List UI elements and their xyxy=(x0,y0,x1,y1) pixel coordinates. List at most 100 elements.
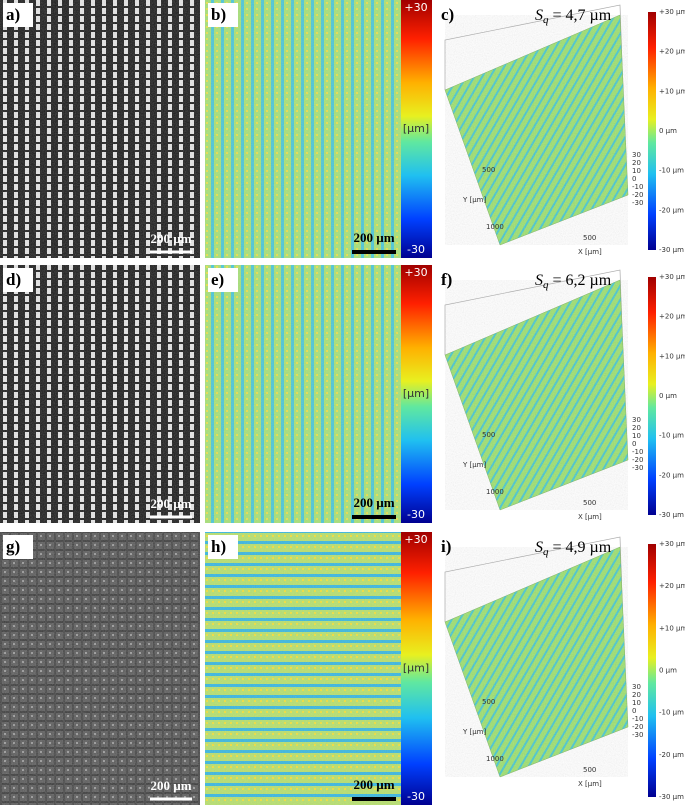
colorbar-tick-label: -30 µm xyxy=(659,246,684,254)
sq-text: = 4,9 µm xyxy=(553,539,612,556)
scale-bar-label: 200 µm xyxy=(150,231,191,246)
z-tick-label: -30 xyxy=(632,731,643,739)
height-map-noise xyxy=(205,0,401,258)
colorbar-tick-label: +10 µm xyxy=(659,87,685,95)
z-tick-label: 20 xyxy=(632,691,641,699)
colorbar xyxy=(648,12,656,250)
y-axis-label: Y [µm] xyxy=(462,728,487,736)
label-box xyxy=(208,3,238,27)
x-axis-label: X [µm] xyxy=(578,248,602,256)
z-tick-label: 20 xyxy=(632,159,641,167)
y-tick-label: 500 xyxy=(482,166,495,174)
x-axis-label: X [µm] xyxy=(578,513,602,521)
surface-noise xyxy=(445,15,628,245)
sq-text: = 6,2 µm xyxy=(553,272,612,289)
colorbar-label: [µm] xyxy=(403,662,429,675)
z-tick-label: -10 xyxy=(632,715,643,723)
panel-label: g) xyxy=(6,537,20,556)
z-tick-label: 0 xyxy=(632,440,636,448)
sq-value: Sq = 6,2 µm xyxy=(535,272,612,291)
colorbar-tick-label: +10 µm xyxy=(659,352,685,360)
scale-bar-label: 200 µm xyxy=(353,230,394,245)
micrograph-noise xyxy=(0,265,200,523)
colorbar-label: +30 xyxy=(404,1,427,14)
colorbar-label: [µm] xyxy=(403,387,429,400)
scale-bar-label: 200 µm xyxy=(150,778,191,793)
label-box xyxy=(208,535,238,559)
colorbar xyxy=(401,265,432,523)
panel-label: i) xyxy=(441,537,451,556)
panel-label: h) xyxy=(211,537,226,556)
scale-bar-label: 200 µm xyxy=(150,496,191,511)
z-tick-label: 0 xyxy=(632,175,636,183)
z-tick-label: 10 xyxy=(632,432,641,440)
colorbar-tick-label: +30 µm xyxy=(659,540,685,548)
sq-symbol: S xyxy=(535,7,543,24)
colorbar-tick-label: -20 µm xyxy=(659,751,684,759)
colorbar-tick-label: -30 µm xyxy=(659,511,684,519)
panel-label: e) xyxy=(211,270,224,289)
z-tick-label: 30 xyxy=(632,416,641,424)
colorbar-label: +30 xyxy=(404,533,427,546)
sq-symbol: S xyxy=(535,539,543,556)
y-axis-label: Y [µm] xyxy=(462,196,487,204)
x-tick-label: 500 xyxy=(583,766,596,774)
colorbar-label: -30 xyxy=(407,243,425,256)
z-tick-label: -20 xyxy=(632,456,643,464)
colorbar-label: -30 xyxy=(407,790,425,803)
sq-subscript: q xyxy=(543,546,549,558)
panel-label: c) xyxy=(441,5,454,24)
colorbar-tick-label: -10 µm xyxy=(659,432,684,440)
sq-value: Sq = 4,9 µm xyxy=(535,539,612,558)
colorbar-label: [µm] xyxy=(403,122,429,135)
panel-label: a) xyxy=(6,5,20,24)
label-box xyxy=(3,268,33,292)
z-tick-label: 0 xyxy=(632,707,636,715)
colorbar-tick-label: +20 µm xyxy=(659,313,685,321)
label-box xyxy=(208,268,238,292)
z-tick-label: -10 xyxy=(632,183,643,191)
colorbar-label: -30 xyxy=(407,508,425,521)
colorbar-tick-label: -20 µm xyxy=(659,471,684,479)
x-tick-label: 500 xyxy=(583,499,596,507)
x-axis-label: X [µm] xyxy=(578,780,602,788)
scale-bar-label: 200 µm xyxy=(353,777,394,792)
colorbar-tick-label: +20 µm xyxy=(659,48,685,56)
colorbar-tick-label: -20 µm xyxy=(659,206,684,214)
label-box xyxy=(3,3,33,27)
z-tick-label: 30 xyxy=(632,683,641,691)
z-tick-label: 30 xyxy=(632,151,641,159)
colorbar-tick-label: 0 µm xyxy=(659,127,677,135)
y-axis-label: Y [µm] xyxy=(462,461,487,469)
surface-noise xyxy=(445,280,628,510)
panel-label: f) xyxy=(441,270,452,289)
colorbar xyxy=(401,0,432,258)
colorbar xyxy=(648,277,656,515)
micrograph-noise xyxy=(0,0,200,258)
z-tick-label: -10 xyxy=(632,448,643,456)
y-tick-label: 500 xyxy=(482,698,495,706)
z-tick-label: 10 xyxy=(632,167,641,175)
y-tick-label: 1000 xyxy=(486,223,504,231)
colorbar xyxy=(401,532,432,805)
panel-label: d) xyxy=(6,270,21,289)
panel-label: b) xyxy=(211,5,226,24)
colorbar-tick-label: +20 µm xyxy=(659,582,685,590)
z-tick-label: -30 xyxy=(632,464,643,472)
colorbar-tick-label: -30 µm xyxy=(659,793,684,801)
colorbar-tick-label: +30 µm xyxy=(659,273,685,281)
label-box xyxy=(3,535,33,559)
colorbar-tick-label: +10 µm xyxy=(659,624,685,632)
colorbar-tick-label: 0 µm xyxy=(659,392,677,400)
micrograph-noise xyxy=(0,532,200,805)
colorbar-tick-label: +30 µm xyxy=(659,8,685,16)
z-tick-label: -20 xyxy=(632,191,643,199)
x-tick-label: 500 xyxy=(583,234,596,242)
z-tick-label: 10 xyxy=(632,699,641,707)
z-tick-label: -30 xyxy=(632,199,643,207)
sq-value: Sq = 4,7 µm xyxy=(535,7,612,26)
sq-subscript: q xyxy=(543,14,549,26)
z-tick-label: 20 xyxy=(632,424,641,432)
y-tick-label: 500 xyxy=(482,431,495,439)
